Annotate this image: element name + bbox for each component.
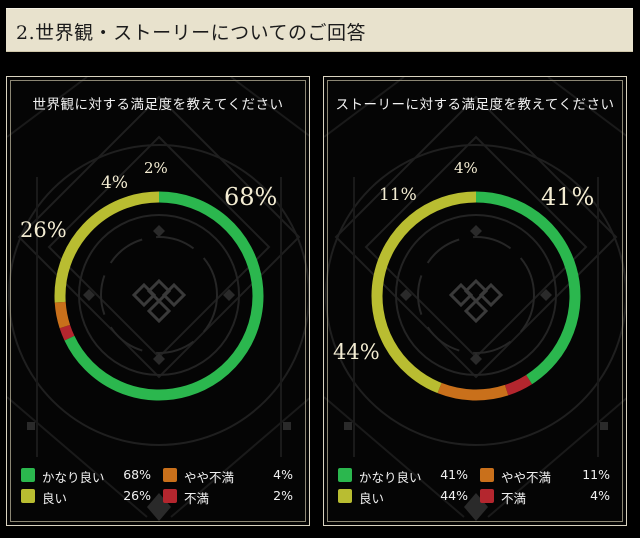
- pct-label-bad: 2%: [144, 159, 168, 177]
- panel-title: ストーリーに対する満足度を教えてください: [335, 97, 615, 113]
- panel-background-ornament-icon: [324, 77, 626, 521]
- legend-swatch: [163, 468, 177, 482]
- segment-somewhat-bad: [437, 382, 509, 401]
- pct-label-somewhat-bad: 11%: [379, 185, 417, 205]
- pct-label-good: 44%: [333, 340, 380, 364]
- story-donut-chart: [371, 191, 581, 401]
- legend-swatch: [163, 489, 177, 503]
- legend-swatch: [480, 468, 494, 482]
- panel-title: 世界観に対する満足度を教えてください: [32, 97, 284, 113]
- legend-item-bad: 不満 4%: [480, 488, 618, 506]
- pct-label-very-good: 68%: [224, 183, 278, 211]
- legend-label: やや不満: [184, 470, 235, 485]
- legend-label: 良い: [42, 491, 68, 506]
- legend-label: かなり良い: [359, 470, 422, 485]
- legend-item-good: 良い 26%: [21, 488, 159, 506]
- pct-label-good: 26%: [20, 218, 67, 242]
- legend-item-very-good: かなり良い 68%: [21, 467, 159, 485]
- legend-label: 良い: [359, 491, 385, 506]
- legend-item-somewhat-bad: やや不満 4%: [163, 467, 301, 485]
- legend-swatch: [338, 489, 352, 503]
- segment-good: [371, 191, 477, 394]
- legend-label: かなり良い: [42, 470, 105, 485]
- worldview-satisfaction-panel: 世界観に対する満足度を教えてください 68% 26% 4% 2% かなり良い 6…: [6, 76, 310, 526]
- segment-bad: [504, 374, 532, 396]
- legend-value: 2%: [273, 488, 293, 503]
- legend-value: 11%: [582, 467, 610, 482]
- legend-label: 不満: [501, 491, 527, 506]
- legend-value: 4%: [273, 467, 293, 482]
- legend-label: 不満: [184, 491, 210, 506]
- pct-label-very-good: 41%: [541, 183, 595, 211]
- legend-item-somewhat-bad: やや不満 11%: [480, 467, 618, 485]
- section-title: 2.世界観・ストーリーについてのご回答: [16, 22, 367, 44]
- panel-background-ornament-icon: [7, 77, 309, 521]
- segment-very-good: [64, 191, 264, 401]
- story-satisfaction-panel: ストーリーに対する満足度を教えてください 41% 44% 11% 4% かなり良…: [323, 76, 627, 526]
- panel-frame: [10, 80, 306, 522]
- legend-item-very-good: かなり良い 41%: [338, 467, 476, 485]
- pct-label-bad: 4%: [454, 159, 478, 177]
- legend-swatch: [21, 489, 35, 503]
- legend-item-good: 良い 44%: [338, 488, 476, 506]
- segment-good: [54, 191, 160, 303]
- legend-item-bad: 不満 2%: [163, 488, 301, 506]
- worldview-donut-chart: [54, 191, 264, 401]
- legend-value: 44%: [440, 488, 468, 503]
- segment-somewhat-bad: [54, 301, 71, 329]
- segment-very-good: [475, 191, 581, 385]
- section-header: 2.世界観・ストーリーについてのご回答: [6, 8, 633, 52]
- panel-frame: [327, 80, 623, 522]
- legend-swatch: [480, 489, 494, 503]
- legend-label: やや不満: [501, 470, 552, 485]
- legend-swatch: [338, 468, 352, 482]
- legend-value: 68%: [123, 467, 151, 482]
- pct-label-somewhat-bad: 4%: [101, 173, 128, 193]
- legend-value: 41%: [440, 467, 468, 482]
- segment-bad: [59, 324, 75, 341]
- legend-value: 26%: [123, 488, 151, 503]
- legend-value: 4%: [590, 488, 610, 503]
- legend-swatch: [21, 468, 35, 482]
